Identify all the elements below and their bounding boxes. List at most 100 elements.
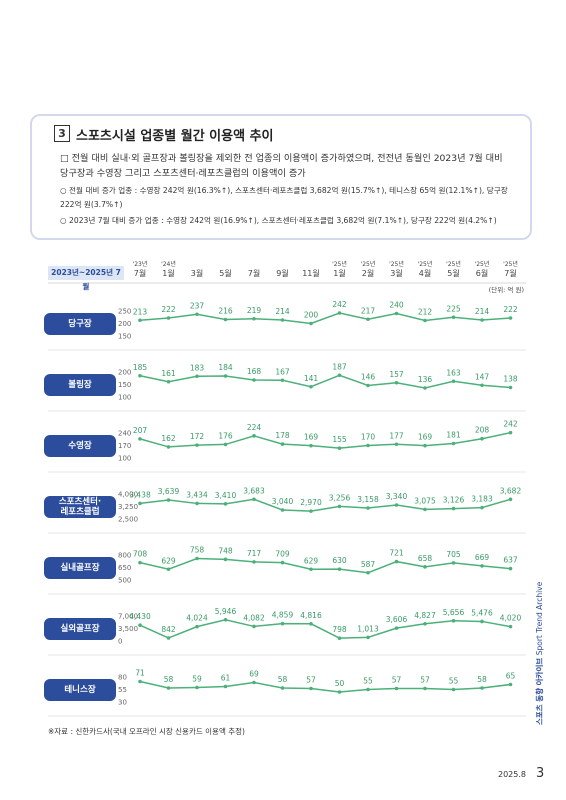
y-tick-label: 150 [118,333,131,341]
point [252,316,256,321]
value-label: 214 [275,307,290,316]
month-label: 2월 [362,268,374,278]
point [451,315,456,320]
year-label: '24년 [161,260,176,268]
value-label: 161 [161,369,176,378]
row-label: 당구장 [44,313,116,335]
y-tick-label: 7,000 [118,613,138,621]
point [223,684,228,689]
point [394,626,399,630]
point [508,430,513,435]
point [508,385,513,390]
point [480,686,484,690]
month-label: 3월 [191,268,203,278]
point [366,635,370,640]
point [195,685,199,690]
footnote: ※자료 : 신한카드사(국내 오프라인 시장 신용카드 이용액 추정) [48,727,245,736]
series-line [139,374,511,389]
value-label: 184 [218,363,233,372]
value-label: 587 [361,560,376,569]
value-label: 157 [389,370,404,379]
value-label: 224 [247,423,262,432]
value-label: 57 [306,676,316,685]
value-label: 58 [164,675,174,684]
point [166,445,171,449]
point [337,504,342,509]
value-label: 217 [361,306,376,315]
point [480,436,484,441]
point [480,619,484,624]
value-label: 65 [506,672,516,681]
value-label: 637 [503,556,518,565]
value-label: 629 [161,556,176,565]
point [223,442,228,447]
value-label: 162 [161,434,176,443]
month-label: 11월 [302,268,320,278]
value-label: 748 [218,546,233,555]
point [366,687,370,692]
value-label: 3,410 [215,491,237,500]
point [195,556,199,561]
month-label: 5월 [219,268,231,278]
point [309,321,313,326]
value-label: 168 [247,367,262,376]
point [223,317,228,322]
summary-box: 3 스포츠시설 업종별 월간 이용액 추이 □ 전월 대비 실내·외 골프장과 … [30,114,532,240]
point [280,508,285,512]
value-label: 163 [446,368,461,377]
value-label: 3,683 [243,486,265,495]
side-en: Sport Trend Archive [535,581,544,656]
value-label: 4,827 [414,611,436,620]
value-label: 214 [475,307,490,316]
value-label: 169 [304,433,319,442]
value-label: 169 [418,433,433,442]
point [451,379,456,384]
point [195,501,199,506]
y-tick-label: 4,000 [118,491,138,499]
point [337,690,342,694]
point [309,686,313,691]
value-label: 629 [304,556,319,565]
section-title: 스포츠시설 업종별 월간 이용액 추이 [76,129,274,144]
value-label: 658 [418,554,433,563]
value-label: 141 [304,374,319,383]
value-label: 208 [475,426,490,435]
point [423,565,427,569]
point [366,383,370,388]
row-label: 실내골프장 [44,557,116,579]
point [138,373,142,378]
value-label: 225 [446,304,461,313]
series-line [139,498,511,512]
point [451,441,456,446]
y-tick-label: 650 [118,564,131,572]
value-label: 213 [133,307,148,316]
sub-bullet: ○ 2023년 7월 대비 증가 업종 : 수영장 242억 원(16.9%↑)… [60,216,497,225]
value-label: 705 [446,550,461,559]
value-label: 69 [249,670,259,679]
point [309,443,313,448]
value-label: 5,656 [443,608,465,617]
point [252,560,256,564]
month-label: 4월 [419,268,431,278]
point [451,619,456,623]
year-label: '25년 [389,260,404,268]
y-tick-label: 80 [118,674,127,682]
value-label: 630 [332,556,347,565]
value-label: 4,816 [300,611,322,620]
point [138,318,142,323]
value-label: 57 [392,676,402,685]
value-label: 798 [332,625,347,634]
value-label: 61 [221,674,231,683]
value-label: 242 [503,420,518,429]
point [166,316,171,320]
value-label: 155 [332,435,347,444]
point [423,686,427,691]
value-label: 1,013 [357,624,379,633]
point [309,509,313,513]
section-number: 3 [54,125,70,142]
value-label: 146 [361,373,376,382]
year-label: '25년 [446,260,461,268]
y-tick-label: 200 [118,369,131,377]
point [480,383,484,388]
month-label: 7월 [134,268,146,278]
